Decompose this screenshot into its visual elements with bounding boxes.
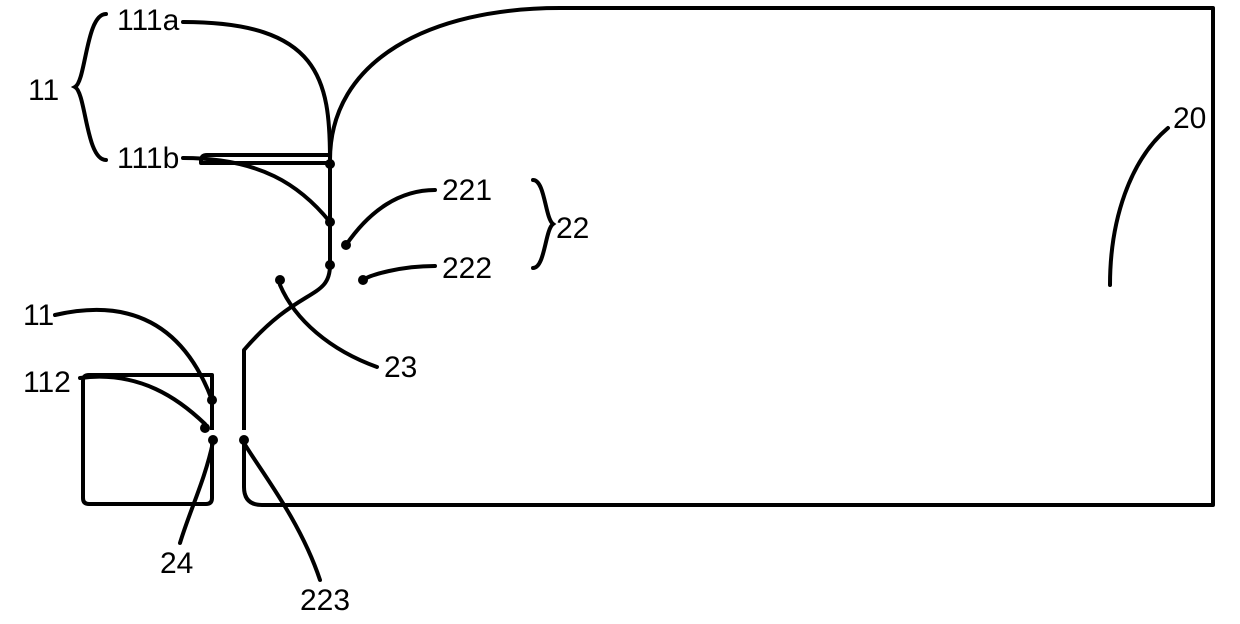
label-222: 222 (442, 252, 492, 285)
label-111a: 111a (117, 4, 180, 37)
leader-l-11l (55, 310, 212, 400)
leader-l-24 (180, 442, 213, 543)
label-112: 112 (23, 366, 71, 399)
leader-l-111a (183, 22, 330, 160)
leader-l-223 (244, 443, 320, 580)
leader-dot (208, 435, 218, 445)
label-111b: 111b (117, 142, 179, 175)
label-22: 22 (556, 212, 589, 245)
label-24: 24 (160, 547, 193, 580)
label-223: 223 (300, 584, 350, 617)
lower-tab-outline (83, 375, 212, 504)
main-body-outline (244, 8, 1213, 505)
part-outline (83, 8, 1213, 505)
leader-dot (325, 217, 335, 227)
leader-dot (275, 275, 285, 285)
label-23: 23 (384, 351, 417, 384)
leader-l-221 (346, 190, 435, 245)
leader-dot (239, 435, 249, 445)
label-221: 221 (442, 174, 492, 207)
leader-l-111b (183, 158, 330, 222)
leader-l-112 (80, 377, 205, 424)
brace-11 (75, 14, 106, 160)
leader-dot (358, 275, 368, 285)
reference-labels: 111a111b112022122222111122324223 (23, 4, 1206, 617)
leader-dot (341, 240, 351, 250)
technical-diagram: 111a111b112022122222111122324223 (0, 0, 1240, 624)
leader-dot (207, 395, 217, 405)
bracket-braces (75, 14, 553, 268)
leader-dot (200, 423, 210, 433)
label-11l: 11 (23, 299, 54, 332)
leader-lines (55, 22, 1168, 580)
leader-l-222 (363, 266, 435, 280)
leader-dot (325, 159, 335, 169)
brace-22 (533, 180, 553, 268)
label-20: 20 (1173, 102, 1206, 135)
junction-dot (325, 260, 335, 270)
label-11top: 11 (28, 74, 59, 107)
leader-l-20 (1110, 128, 1168, 285)
leader-l-23 (280, 285, 377, 367)
